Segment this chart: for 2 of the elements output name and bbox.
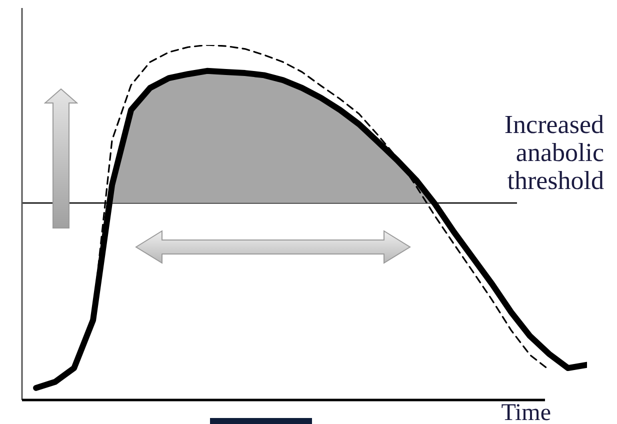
x-axis-title: Time: [501, 400, 551, 424]
ref-line-label: Increased anabolic threshold: [504, 110, 604, 195]
